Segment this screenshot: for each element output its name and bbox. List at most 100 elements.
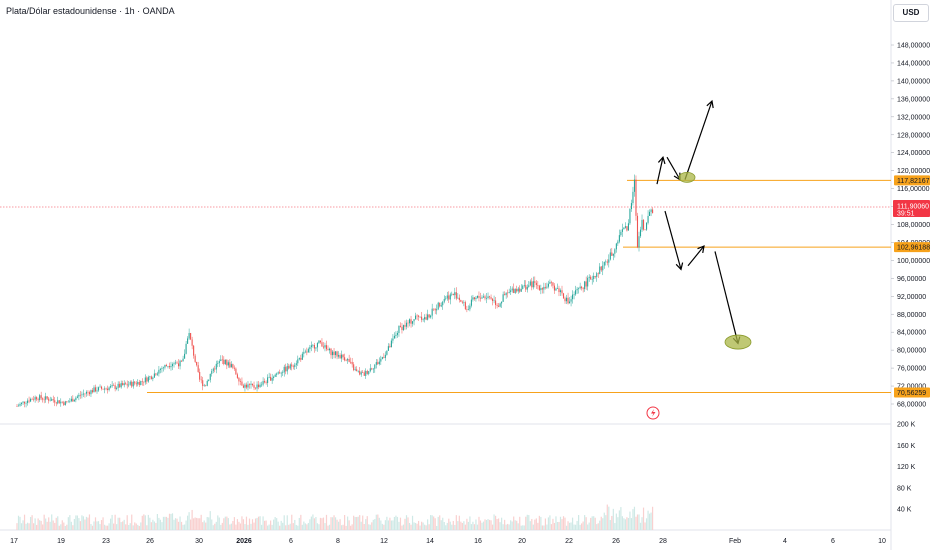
price-axis[interactable]: 148,00000 144,00000 140,00000 136,00000 132,… bbox=[891, 43, 930, 409]
candle-body bbox=[28, 400, 30, 402]
volume-bar bbox=[289, 523, 291, 530]
candle-body bbox=[383, 357, 385, 358]
currency-button[interactable]: USD bbox=[893, 4, 929, 22]
volume-bar bbox=[16, 523, 18, 530]
volume-bar bbox=[543, 525, 545, 530]
volume-bar bbox=[144, 515, 146, 530]
volume-bar bbox=[561, 519, 563, 530]
volume-bar bbox=[642, 507, 645, 530]
price-tick-label: 136,00000 bbox=[897, 96, 930, 103]
volume-bar bbox=[202, 522, 204, 530]
volume-bar bbox=[366, 516, 368, 530]
volume-bar bbox=[615, 513, 617, 530]
volume-bar bbox=[650, 512, 652, 530]
candle-body bbox=[511, 288, 513, 291]
horizontal-levels[interactable] bbox=[0, 179, 891, 394]
price-tick-label: 76,00000 bbox=[897, 366, 926, 373]
volume-bar bbox=[159, 519, 162, 530]
candle-body bbox=[57, 400, 59, 404]
volume-bar bbox=[147, 514, 149, 530]
candle-body bbox=[623, 227, 625, 230]
volume-bar bbox=[555, 516, 557, 530]
candle-body bbox=[212, 368, 214, 372]
candle-body bbox=[366, 370, 368, 374]
candle-body bbox=[289, 364, 291, 369]
candle-body bbox=[526, 286, 528, 290]
candle-body bbox=[208, 379, 210, 381]
candle-body bbox=[620, 231, 622, 236]
volume-bar bbox=[636, 514, 639, 530]
candle-body bbox=[22, 401, 24, 403]
drawings[interactable] bbox=[656, 99, 752, 350]
volume-bar bbox=[348, 520, 350, 530]
candle-body bbox=[458, 297, 460, 301]
volume-bar bbox=[116, 524, 118, 530]
volume-bar bbox=[58, 525, 60, 530]
volume-bar bbox=[279, 525, 281, 530]
candle-body bbox=[304, 351, 306, 353]
volume-bar bbox=[63, 522, 65, 530]
volume-bar bbox=[270, 520, 272, 530]
candle-body bbox=[267, 377, 269, 383]
volume-bar bbox=[131, 514, 133, 530]
volume-bar bbox=[464, 524, 466, 530]
volume-bar bbox=[90, 524, 92, 530]
volume-tick-label: 80 K bbox=[897, 485, 912, 492]
candle-body bbox=[416, 315, 418, 317]
candle-body bbox=[490, 297, 492, 299]
candle-body bbox=[45, 396, 47, 400]
candle-body bbox=[72, 398, 74, 402]
candle-body bbox=[487, 296, 489, 299]
alert-icon[interactable] bbox=[646, 406, 660, 420]
volume-bar bbox=[125, 524, 127, 530]
price-tick-label: 124,00000 bbox=[897, 150, 930, 157]
volume-bar bbox=[516, 520, 518, 530]
candle-body bbox=[23, 401, 26, 404]
volume-bar bbox=[31, 515, 33, 530]
candle-body bbox=[543, 286, 545, 290]
volume-bar bbox=[425, 525, 427, 530]
volume-bar bbox=[647, 510, 649, 530]
volume-bar bbox=[605, 515, 607, 530]
candle-body bbox=[276, 373, 278, 375]
candle-body bbox=[422, 319, 424, 320]
volume-bar bbox=[43, 514, 45, 530]
level-price-badge bbox=[894, 242, 930, 253]
volume-bar bbox=[390, 520, 393, 530]
candle-body bbox=[565, 297, 568, 302]
volume-bar bbox=[251, 519, 254, 530]
candle-body bbox=[472, 297, 474, 300]
volume-bar bbox=[442, 517, 444, 530]
candle-body bbox=[532, 281, 534, 288]
volume-bar bbox=[470, 524, 473, 530]
price-tick-label: 88,00000 bbox=[897, 312, 926, 319]
candle-body bbox=[215, 363, 217, 370]
volume-bar bbox=[519, 516, 521, 530]
time-axis[interactable]: 17 19 23 26 30 2026 6 8 12 14 16 20 22 26 28 Feb 4 6 10 bbox=[10, 538, 886, 545]
candle-body bbox=[345, 360, 347, 361]
volume-bar bbox=[113, 523, 115, 530]
candle-body bbox=[318, 340, 320, 344]
volume-bar bbox=[531, 518, 533, 530]
candle-body bbox=[377, 362, 379, 365]
volume-bar bbox=[481, 522, 483, 530]
candle-body bbox=[202, 380, 204, 387]
volume-bar bbox=[581, 523, 583, 530]
candle-body bbox=[605, 261, 607, 263]
volume-bar bbox=[28, 523, 30, 530]
time-tick-label: 4 bbox=[783, 538, 787, 545]
candle-body bbox=[288, 366, 290, 369]
volume-bar bbox=[141, 515, 143, 530]
candle-body bbox=[108, 387, 110, 391]
volume-bar bbox=[461, 522, 463, 530]
candle-body bbox=[232, 364, 234, 368]
candle-body bbox=[350, 361, 352, 363]
volume-bar bbox=[491, 524, 494, 530]
volume-bar bbox=[327, 525, 329, 530]
candle-body bbox=[363, 372, 365, 376]
volume-bar bbox=[102, 517, 104, 530]
candle-body bbox=[194, 355, 196, 362]
volume-bar bbox=[79, 521, 82, 530]
volume-bar bbox=[40, 520, 42, 530]
